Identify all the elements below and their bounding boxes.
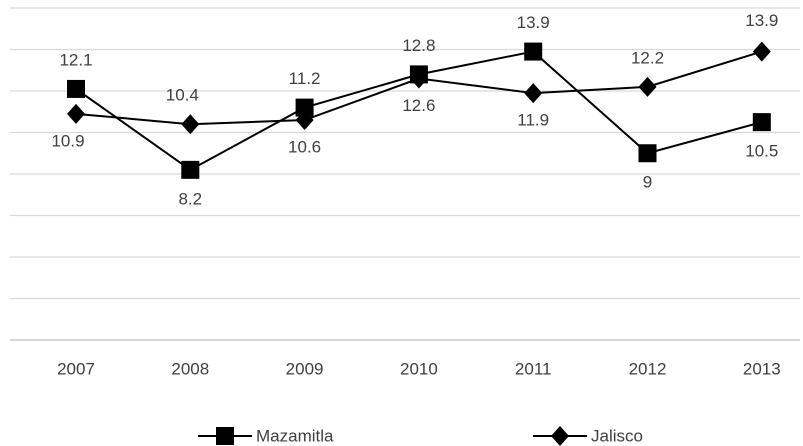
x-tick-label: 2009 (286, 359, 324, 378)
data-label: 10.6 (288, 138, 321, 157)
marker (67, 79, 85, 98)
marker (752, 41, 771, 62)
data-label: 10.9 (51, 131, 84, 150)
marker (295, 98, 314, 117)
marker (551, 426, 569, 446)
data-label: 9 (643, 173, 652, 192)
data-label: 8.2 (178, 189, 202, 208)
data-label: 12.6 (402, 96, 435, 115)
data-label: 11.2 (289, 69, 321, 88)
marker (638, 144, 657, 163)
marker (181, 160, 200, 179)
data-label: 12.2 (631, 48, 664, 67)
marker (295, 110, 314, 131)
marker (524, 83, 543, 104)
x-tick-label: 2010 (400, 359, 438, 378)
data-label: 13.9 (745, 11, 778, 30)
data-label: 12.1 (59, 50, 92, 69)
data-label: 11.9 (517, 111, 549, 130)
legend-label: Mazamitla (256, 426, 334, 445)
x-tick-label: 2007 (57, 359, 95, 378)
data-label: 12.8 (402, 36, 435, 55)
marker (752, 113, 771, 132)
data-label: 10.5 (745, 142, 778, 161)
x-tick-label: 2008 (171, 359, 209, 378)
marker (181, 114, 200, 135)
x-tick-label: 2012 (629, 359, 667, 378)
marker (216, 427, 234, 445)
legend-label: Jalisco (591, 426, 643, 445)
x-tick-label: 2011 (515, 359, 552, 378)
marker (638, 76, 657, 97)
x-tick-label: 2013 (743, 359, 781, 378)
marker (67, 103, 85, 124)
data-label: 10.4 (166, 86, 199, 105)
marker (524, 42, 543, 61)
marker (409, 68, 428, 89)
data-label: 13.9 (517, 13, 550, 32)
